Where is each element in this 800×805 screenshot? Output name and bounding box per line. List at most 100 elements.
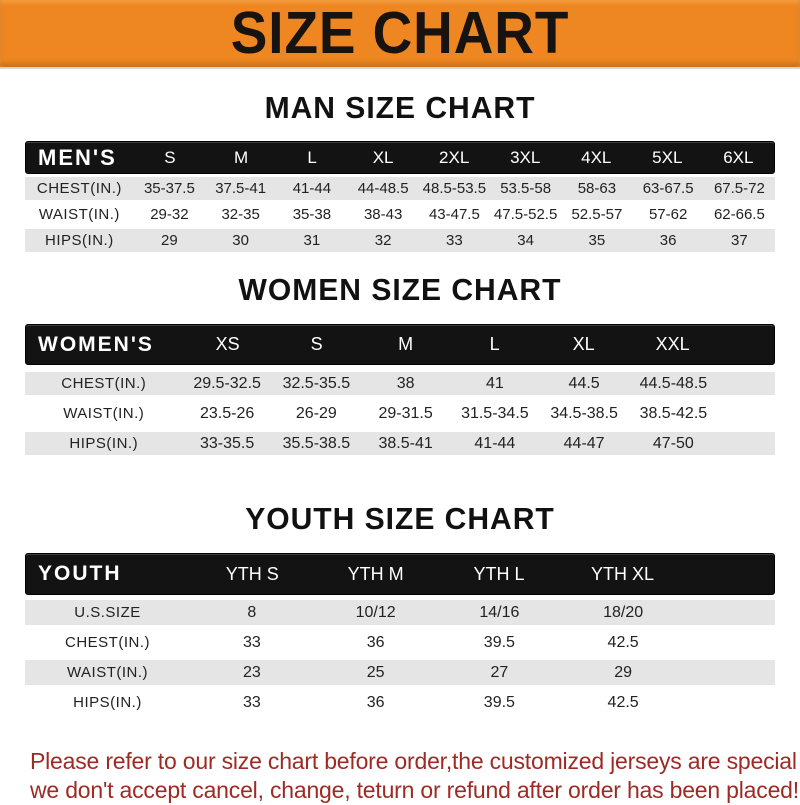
youth-table-row: WAIST(IN.) 23 25 27 29 (25, 660, 775, 685)
men-column-header: L (307, 147, 317, 167)
women-value-cell: 32.5-35.5 (282, 374, 351, 392)
section-men: MAN SIZE CHART MEN'S S M L XL 2XL 3XL 4XL 5XL 6XL C… (0, 90, 800, 252)
women-row-label: HIPS(IN.) (69, 435, 139, 452)
women-row-label: WAIST(IN.) (63, 405, 145, 422)
men-value-cell: 35-37.5 (143, 180, 195, 197)
men-value-cell: 44-48.5 (357, 180, 409, 197)
youth-table-row: U.S.SIZE 8 10/12 14/16 18/20 (25, 600, 775, 625)
women-table-header-label: WOMEN'S (38, 332, 154, 356)
women-value-cell: 31.5-34.5 (461, 404, 529, 422)
men-value-cell: 47.5-52.5 (493, 206, 558, 223)
men-value-cell: 58-63 (577, 180, 617, 197)
youth-row-label: CHEST(IN.) (65, 634, 150, 651)
page-title: SIZE CHART (230, 0, 570, 66)
men-value-cell: 63-67.5 (642, 180, 694, 197)
youth-table-row: HIPS(IN.) 33 36 39.5 42.5 (25, 690, 775, 715)
men-value-cell: 62-66.5 (713, 206, 765, 223)
women-value-cell: 38.5-42.5 (639, 404, 708, 422)
youth-value-cell: 14/16 (479, 603, 520, 621)
men-value-cell: 37 (731, 232, 748, 249)
men-value-cell: 67.5-72 (713, 180, 765, 197)
men-value-cell: 41-44 (292, 180, 332, 197)
youth-table-header-label: YOUTH (38, 562, 122, 585)
youth-column-header: YTH M (347, 563, 404, 584)
disclaimer-line-2: we don't accept cancel, change, teturn o… (30, 777, 799, 803)
men-value-cell: 38-43 (363, 206, 403, 223)
men-value-cell: 48.5-53.5 (422, 180, 487, 197)
men-value-cell: 31 (303, 232, 321, 249)
women-value-cell: 35.5-38.5 (282, 434, 351, 452)
men-value-cell: 53.5-58 (500, 180, 552, 197)
men-column-header: S (164, 147, 176, 167)
youth-value-cell: 39.5 (483, 633, 515, 651)
section-youth: YOUTH SIZE CHART YOUTH YTH S YTH M YTH L YTH … (0, 501, 800, 715)
men-value-cell: 30 (232, 232, 249, 249)
men-value-cell: 37.5-41 (215, 180, 267, 197)
women-value-cell: 33-35.5 (199, 434, 255, 452)
women-table-row: HIPS(IN.) 33-35.5 35.5-38.5 38.5-41 41-44 44-… (25, 432, 775, 455)
youth-value-cell: 42.5 (607, 693, 639, 711)
men-column-header: 3XL (510, 147, 541, 167)
youth-value-cell: 39.5 (483, 693, 515, 711)
women-value-cell: 41-44 (474, 434, 516, 452)
women-value-cell: 34.5-38.5 (550, 404, 618, 422)
youth-value-cell: 36 (366, 693, 385, 711)
women-value-cell: 47-50 (652, 434, 694, 452)
women-column-header: M (398, 334, 414, 354)
men-column-header: XL (372, 147, 394, 167)
youth-value-cell: 27 (490, 663, 509, 681)
men-value-cell: 52.5-57 (571, 206, 623, 223)
men-value-cell: 36 (659, 232, 677, 249)
men-column-header: 5XL (652, 147, 683, 167)
men-column-header: M (233, 147, 249, 167)
men-value-cell: 29-32 (150, 206, 189, 223)
men-row-label: CHEST(IN.) (36, 180, 122, 197)
youth-column-header: YTH S (225, 563, 279, 584)
women-value-cell: 44.5 (568, 374, 600, 392)
men-column-header: 2XL (439, 147, 470, 167)
men-table-header-row: MEN'S S M L XL 2XL 3XL 4XL 5XL 6XL (25, 141, 775, 174)
women-value-cell: 38.5-41 (378, 434, 433, 452)
women-table-row: WAIST(IN.) 23.5-26 26-29 29-31.5 31.5-34.5 34… (25, 402, 775, 425)
women-column-header: XS (215, 334, 240, 354)
women-value-cell: 38 (396, 374, 415, 392)
men-column-header: 6XL (723, 147, 754, 167)
youth-row-label: WAIST(IN.) (66, 664, 149, 681)
men-value-cell: 33 (446, 232, 463, 249)
men-table-row: HIPS(IN.) 29 30 31 32 33 34 35 36 37 (25, 229, 775, 252)
youth-row-label: U.S.SIZE (74, 604, 141, 621)
disclaimer: Please refer to our size chart before or… (30, 747, 800, 805)
youth-value-cell: 8 (247, 603, 257, 621)
men-value-cell: 43-47.5 (428, 206, 480, 223)
men-value-cell: 35-38 (292, 206, 332, 223)
men-value-cell: 32-35 (221, 206, 260, 223)
section-heading-women: WOMEN SIZE CHART (238, 272, 562, 307)
men-table-row: WAIST(IN.) 29-32 32-35 35-38 38-43 43-47.5 47.… (25, 203, 775, 226)
women-column-header: XXL (655, 334, 690, 354)
youth-size-table: YOUTH YTH S YTH M YTH L YTH XL U.S.SIZE 8 10/12… (25, 553, 775, 715)
women-value-cell: 23.5-26 (199, 404, 255, 422)
women-value-cell: 44-47 (563, 434, 605, 452)
women-column-header: S (310, 334, 323, 354)
youth-value-cell: 10/12 (355, 603, 396, 621)
men-row-label: HIPS(IN.) (45, 232, 114, 249)
women-column-header: L (489, 334, 500, 354)
section-heading-men: MAN SIZE CHART (264, 90, 536, 125)
women-table-header-row: WOMEN'S XS S M L XL XXL (25, 324, 775, 365)
women-value-cell: 29-31.5 (378, 404, 433, 422)
youth-table-header-row: YOUTH YTH S YTH M YTH L YTH XL (25, 553, 775, 595)
banner: SIZE CHART (0, 0, 800, 69)
youth-row-label: HIPS(IN.) (73, 694, 142, 711)
youth-column-header: YTH XL (590, 563, 654, 584)
men-value-cell: 35 (588, 232, 606, 249)
men-row-label: WAIST(IN.) (38, 206, 120, 223)
men-value-cell: 29 (161, 232, 178, 249)
women-row-label: CHEST(IN.) (61, 375, 147, 392)
youth-value-cell: 25 (366, 663, 385, 681)
youth-value-cell: 42.5 (607, 633, 639, 651)
men-size-table: MEN'S S M L XL 2XL 3XL 4XL 5XL 6XL CHEST(IN.) 35-37… (25, 141, 775, 252)
youth-value-cell: 29 (614, 663, 633, 681)
men-value-cell: 34 (517, 232, 534, 249)
women-size-table: WOMEN'S XS S M L XL XXL CHEST(IN.) 29.5-32.5 32.5… (25, 324, 775, 455)
men-column-header: 4XL (581, 147, 612, 167)
